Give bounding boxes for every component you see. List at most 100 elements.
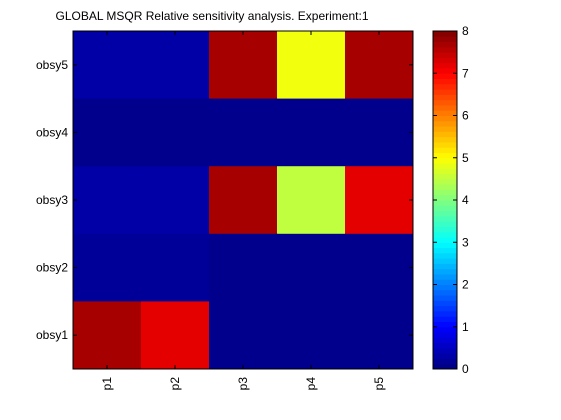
colorbar-segment [433, 353, 457, 359]
heatmap-cell-obsy2-p4 [277, 233, 346, 302]
colorbar-tick-label: 0 [462, 362, 469, 376]
heatmap-cell-obsy4-p2 [141, 98, 210, 167]
colorbar-segment [433, 67, 457, 74]
colorbar-segment [433, 316, 457, 322]
colorbar-segment [433, 41, 457, 48]
heatmap-cell-obsy4-p4 [277, 98, 346, 167]
colorbar-segment [433, 36, 457, 43]
x-tick-label: p5 [372, 377, 386, 391]
heatmap-cell-obsy5-p3 [209, 31, 278, 100]
colorbar-tick-label: 8 [462, 24, 469, 38]
colorbar-segment [433, 226, 457, 233]
colorbar-tick-label: 7 [462, 66, 469, 80]
colorbar-segment [433, 31, 457, 37]
y-tick-label: obsy3 [36, 193, 68, 207]
colorbar-segment [433, 342, 457, 349]
colorbar-segment [433, 363, 457, 370]
heatmap-cell-obsy5-p5 [345, 31, 414, 100]
heatmap-cell-obsy5-p4 [277, 31, 346, 100]
colorbar-segment [433, 295, 457, 301]
colorbar-segment [433, 178, 457, 185]
colorbar-segment [433, 83, 457, 90]
colorbar: 0 1 2 3 4 5 6 7 8 [432, 24, 469, 376]
colorbar-segment [433, 173, 457, 180]
colorbar-tick-label: 6 [462, 109, 469, 123]
colorbar-segment [433, 110, 457, 116]
heatmap-cell-obsy2-p2 [141, 233, 210, 302]
colorbar-segment [433, 305, 457, 312]
heatmap-cell-obsy2-p5 [345, 233, 414, 302]
heatmap-cell-obsy5-p2 [141, 31, 210, 100]
colorbar-segment [433, 326, 457, 333]
y-axis: obsy5 obsy4 obsy3 obsy2 obsy1 [36, 58, 413, 342]
heatmap-cell-obsy4-p1 [73, 98, 142, 167]
colorbar-segment [433, 210, 457, 217]
colorbar-segment [433, 231, 457, 238]
colorbar-segment [433, 46, 457, 53]
x-axis: p1 p2 p3 p4 p5 [100, 31, 386, 390]
colorbar-segment [433, 258, 457, 264]
colorbar-segment [433, 99, 457, 106]
heatmap-cell-obsy1-p2 [141, 301, 210, 370]
colorbar-segment [433, 136, 457, 143]
heatmap-cell-obsy3-p5 [345, 166, 414, 235]
colorbar-segment [433, 279, 457, 285]
chart-title: GLOBAL MSQR Relative sensitivity analysi… [55, 9, 368, 23]
colorbar-segment [433, 57, 457, 64]
colorbar-segment [433, 300, 457, 307]
heatmap-cells [73, 31, 414, 370]
x-tick-label: p3 [236, 377, 250, 391]
colorbar-segment [433, 263, 457, 270]
colorbar-segment [433, 52, 457, 58]
colorbar-segment [433, 284, 457, 291]
colorbar-tick-label: 2 [462, 278, 469, 292]
heatmap-cell-obsy2-p3 [209, 233, 278, 302]
y-tick-label: obsy1 [36, 328, 68, 342]
colorbar-segment [433, 131, 457, 138]
heatmap-cell-obsy3-p3 [209, 166, 278, 235]
x-tick-label: p4 [304, 377, 318, 391]
heatmap-cell-obsy3-p4 [277, 166, 346, 235]
colorbar-segment [433, 115, 457, 122]
heatmap-cell-obsy1-p3 [209, 301, 278, 370]
colorbar-segment [433, 120, 457, 127]
colorbar-segment [433, 321, 457, 328]
heatmap-cell-obsy1-p1 [73, 301, 142, 370]
y-tick-label: obsy2 [36, 261, 68, 275]
colorbar-segment [433, 126, 457, 132]
heatmap-cell-obsy3-p1 [73, 166, 142, 235]
colorbar-segment [433, 184, 457, 190]
x-tick-label: p1 [100, 377, 114, 391]
colorbar-segment [433, 152, 457, 159]
colorbar-segment [433, 94, 457, 101]
heatmap-cell-obsy4-p3 [209, 98, 278, 167]
heatmap-cell-obsy5-p1 [73, 31, 142, 100]
colorbar-segment [433, 78, 457, 85]
colorbar-segment [433, 89, 457, 95]
colorbar-segment [433, 205, 457, 212]
colorbar-segment [433, 273, 457, 280]
heatmap-cell-obsy1-p4 [277, 301, 346, 370]
colorbar-tick-label: 5 [462, 151, 469, 165]
colorbar-segment [433, 236, 457, 243]
colorbar-segment [433, 73, 457, 80]
colorbar-segment [433, 157, 457, 164]
colorbar-tick-label: 3 [462, 235, 469, 249]
heatmap-cell-obsy2-p1 [73, 233, 142, 302]
colorbar-segment [433, 194, 457, 201]
heatmap-cell-obsy1-p5 [345, 301, 414, 370]
colorbar-tick-label: 4 [462, 193, 469, 207]
heatmap-cell-obsy4-p5 [345, 98, 414, 167]
colorbar-segment [433, 104, 457, 111]
colorbar-segment [433, 168, 457, 175]
colorbar-tick-label: 1 [462, 320, 469, 334]
colorbar-segment [433, 62, 457, 69]
colorbar-segment [433, 163, 457, 169]
colorbar-segment [433, 252, 457, 259]
colorbar-segment [433, 310, 457, 317]
heatmap-cell-obsy3-p2 [141, 166, 210, 235]
colorbar-segment [433, 337, 457, 344]
colorbar-segment [433, 215, 457, 222]
colorbar-segment [433, 189, 457, 196]
